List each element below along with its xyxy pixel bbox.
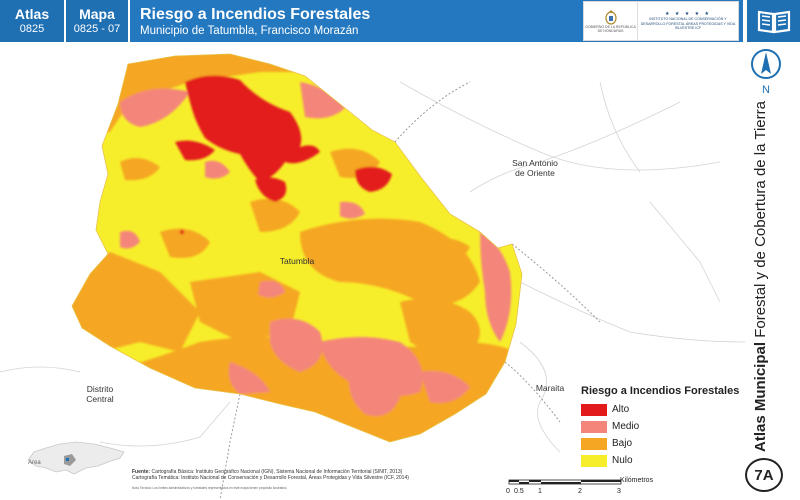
legend-item: Bajo xyxy=(581,436,746,451)
technical-note: Nota Técnica: Los límites administrativo… xyxy=(132,486,288,490)
municipal-boundaries xyxy=(219,81,601,500)
medio-zones xyxy=(120,82,512,416)
source-line-1: Cartografía Básica: Instituto Geográfico… xyxy=(151,469,403,475)
source-text: Fuente: Cartografía Básica: Instituto Ge… xyxy=(132,469,492,481)
alto-zones xyxy=(175,75,392,235)
map-subtitle: Municipio de Tatumbla, Francisco Morazán xyxy=(140,24,359,37)
place-tatumbla: Tatumbla xyxy=(279,256,315,266)
place-maraita: Maraita xyxy=(535,383,565,393)
legend-item: Nulo xyxy=(581,453,746,468)
vertical-title-rest: Forestal y de Cobertura de la Tierra xyxy=(752,101,769,342)
legend-item: Medio xyxy=(581,419,746,434)
vertical-title-bold: Atlas Municipal xyxy=(752,341,769,452)
source-line-2: Cartografía Temática: Instituto Nacional… xyxy=(132,475,409,481)
municipality-outline xyxy=(71,53,523,443)
inset-label: Area xyxy=(28,460,41,466)
government-logo: GOBIERNO DE LA REPÚBLICA DE HONDURAS xyxy=(584,2,638,40)
sheet-badge: 7A xyxy=(745,458,783,492)
scale-bar xyxy=(508,479,622,485)
scale-tick: 0.5 xyxy=(514,488,524,495)
government-logo-text: GOBIERNO DE LA REPÚBLICA DE HONDURAS xyxy=(585,25,636,33)
scale-tick: 0 xyxy=(506,488,510,495)
scale-unit: Kilómetros xyxy=(620,477,654,484)
scale-tick: 3 xyxy=(617,488,621,495)
mapa-code: 0825 - 07 xyxy=(73,23,121,35)
road-network xyxy=(0,81,745,453)
icf-stars: ★ ★ ★ ★ ★ xyxy=(665,11,711,18)
honduras-inset-map: Area xyxy=(24,438,128,478)
map-code-box: Mapa 0825 - 07 xyxy=(66,0,130,42)
legend-label: Medio xyxy=(612,421,640,432)
vertical-atlas-title: Atlas Municipal Forestal y de Cobertura … xyxy=(752,92,778,452)
place-san-antonio: San Antonio de Oriente xyxy=(512,158,558,178)
legend-swatch-bajo xyxy=(581,437,607,450)
place-distrito-central: Distrito Central xyxy=(86,384,114,404)
atlas-label: Atlas xyxy=(14,6,50,22)
legend-swatch-alto xyxy=(581,403,607,416)
atlas-code: 0825 xyxy=(19,23,45,35)
legend-swatch-medio xyxy=(581,420,607,433)
legend-item: Alto xyxy=(581,402,746,417)
legend-label: Nulo xyxy=(612,455,633,466)
legend-title: Riesgo a Incendios Forestales xyxy=(581,385,740,397)
atlas-book-icon xyxy=(747,0,800,42)
risk-map xyxy=(0,53,745,500)
legend-swatch-nulo xyxy=(581,454,607,467)
scale-tick: 2 xyxy=(578,488,582,495)
icf-logo-text: INSTITUTO NACIONAL DE CONSERVACIÓN Y DES… xyxy=(640,17,736,31)
institution-logos: GOBIERNO DE LA REPÚBLICA DE HONDURAS ★ ★… xyxy=(583,1,739,41)
legend: Riesgo a Incendios Forestales Alto Medio… xyxy=(581,385,746,475)
legend-label: Bajo xyxy=(612,438,633,449)
scale-tick: 1 xyxy=(538,488,542,495)
source-label: Fuente: xyxy=(132,469,151,475)
mapa-label: Mapa xyxy=(79,6,115,22)
map-title: Riesgo a Incendios Forestales xyxy=(140,5,371,23)
atlas-code-box: Atlas 0825 xyxy=(0,0,66,42)
coat-of-arms-icon xyxy=(604,10,617,25)
icf-logo: ★ ★ ★ ★ ★ INSTITUTO NACIONAL DE CONSERVA… xyxy=(638,2,738,40)
municipality-area xyxy=(72,54,522,442)
north-arrow: N xyxy=(750,46,782,96)
north-arrow-icon: N xyxy=(751,49,781,96)
legend-label: Alto xyxy=(612,404,630,415)
north-label: N xyxy=(762,84,770,96)
honduras-inset-shape xyxy=(27,441,125,475)
